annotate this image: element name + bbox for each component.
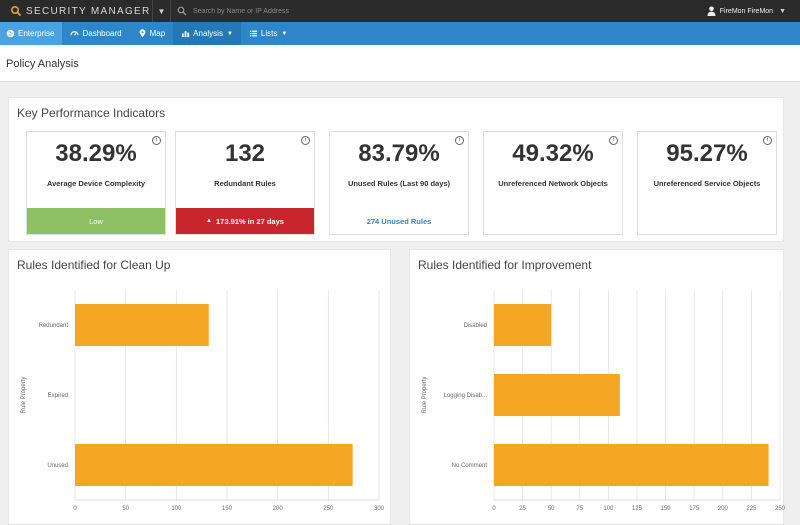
- nav-enterprise[interactable]: Enterprise: [0, 22, 63, 45]
- nav-map-label: Map: [149, 29, 166, 38]
- info-icon[interactable]: i: [763, 136, 772, 145]
- app-menu-caret-icon[interactable]: ▼: [152, 0, 170, 22]
- user-menu[interactable]: FireMon FireMon ▼: [707, 0, 800, 22]
- category-label: Redundant: [39, 323, 69, 329]
- nav-dashboard[interactable]: Dashboard: [62, 22, 129, 45]
- magnifier-logo-icon: [10, 5, 22, 17]
- x-tick-label: 75: [576, 506, 583, 512]
- gauge-icon: [70, 31, 80, 36]
- page-header: Policy Analysis: [0, 45, 800, 82]
- category-label: Logging Disab...: [444, 393, 488, 399]
- x-tick-label: 50: [548, 506, 555, 512]
- category-label: Unused: [47, 463, 68, 469]
- search-box[interactable]: [170, 0, 470, 22]
- category-label: Disabled: [464, 323, 487, 329]
- trend-badge: ▲ 173.91% in 27 days: [176, 208, 314, 234]
- x-tick-label: 200: [718, 506, 729, 512]
- kpi-value: 132: [224, 140, 266, 167]
- globe-icon: [6, 29, 15, 38]
- user-name: FireMon FireMon: [719, 7, 774, 15]
- x-tick-label: 225: [746, 506, 757, 512]
- bar: [75, 304, 209, 346]
- page-title: Policy Analysis: [6, 58, 79, 70]
- y-axis-label: Rule Property: [21, 377, 27, 414]
- bar: [494, 444, 769, 486]
- category-label: No Comment: [452, 463, 488, 469]
- info-icon[interactable]: i: [301, 136, 310, 145]
- map-pin-icon: [139, 29, 145, 38]
- nav-enterprise-label: Enterprise: [18, 29, 55, 38]
- kpi-label: Unused Rules (Last 90 days): [347, 179, 451, 188]
- top-bar: SECURITY MANAGER ▼ FireMon FireMon ▼: [0, 0, 800, 22]
- arrow-up-icon: ▲: [206, 218, 212, 224]
- bar: [494, 304, 552, 346]
- bar: [494, 374, 620, 416]
- kpi-heading: Key Performance Indicators: [17, 106, 166, 120]
- x-tick-label: 300: [374, 506, 385, 512]
- x-tick-label: 250: [323, 506, 334, 512]
- nav-lists-label: Lists: [260, 29, 278, 38]
- cleanup-chart-panel: Rules Identified for Clean Up 0 50 100 150 2…: [8, 249, 391, 525]
- bar: [75, 444, 353, 486]
- bar-chart-icon: [182, 31, 190, 38]
- chevron-down-icon: ▼: [779, 7, 786, 15]
- improvement-bar-chart: 0 25 50 75 100 125 150 175 200 225 250 Rule Propert…: [422, 290, 785, 512]
- y-axis-label: Rule Property: [422, 377, 428, 414]
- kpi-label: Average Device Complexity: [46, 179, 146, 188]
- kpi-value: 38.29%: [55, 140, 137, 167]
- improvement-chart-panel: Rules Identified for Improvement 0 25 50 75…: [409, 249, 785, 525]
- chart-title: Rules Identified for Improvement: [418, 258, 592, 272]
- kpi-label: Redundant Rules: [214, 179, 276, 188]
- x-tick-label: 125: [632, 506, 643, 512]
- main-nav: Enterprise Dashboard Map Analysis ▼: [0, 22, 800, 45]
- kpi-value: 49.32%: [512, 140, 594, 167]
- kpi-value: 83.79%: [358, 140, 440, 167]
- chart-title: Rules Identified for Clean Up: [17, 258, 171, 272]
- x-tick-label: 50: [122, 506, 129, 512]
- x-tick-label: 250: [775, 506, 785, 512]
- user-icon: [707, 6, 716, 16]
- x-tick-label: 25: [519, 506, 526, 512]
- x-tick-label: 150: [222, 506, 233, 512]
- x-tick-label: 100: [603, 506, 614, 512]
- x-tick-label: 0: [492, 506, 496, 512]
- cleanup-bar-chart: 0 50 100 150 200 250 300 Rule Property Redundant…: [21, 290, 385, 512]
- kpi-card-unreferenced-network-objects[interactable]: i 49.32% Unreferenced Network Objects: [483, 131, 623, 235]
- caret-down-icon: ▼: [226, 30, 233, 37]
- x-tick-label: 150: [661, 506, 672, 512]
- nav-analysis-label: Analysis: [193, 29, 223, 38]
- kpi-label: Unreferenced Service Objects: [653, 179, 761, 188]
- unused-rules-link[interactable]: 274 Unused Rules: [366, 216, 432, 226]
- kpi-card-device-complexity[interactable]: i 38.29% Average Device Complexity Low: [26, 131, 166, 235]
- kpi-card-redundant-rules[interactable]: i 132 Redundant Rules ▲ 173.91% in 27 da…: [175, 131, 315, 235]
- search-input[interactable]: [193, 7, 453, 15]
- x-tick-label: 100: [171, 506, 182, 512]
- search-icon: [177, 6, 187, 16]
- x-tick-label: 200: [273, 506, 284, 512]
- status-badge: Low: [27, 208, 165, 234]
- category-label: Expired: [48, 393, 68, 399]
- app-title: SECURITY MANAGER: [26, 5, 151, 17]
- info-icon[interactable]: i: [609, 136, 618, 145]
- info-icon[interactable]: i: [152, 136, 161, 145]
- kpi-card-unused-rules[interactable]: i 83.79% Unused Rules (Last 90 days) 274…: [329, 131, 469, 235]
- nav-dashboard-label: Dashboard: [82, 29, 122, 38]
- kpi-value: 95.27%: [666, 140, 748, 167]
- nav-lists[interactable]: Lists ▼: [241, 22, 295, 45]
- info-icon[interactable]: i: [455, 136, 464, 145]
- caret-down-icon: ▼: [281, 30, 288, 37]
- kpi-panel: Key Performance Indicators i 38.29% Aver…: [8, 97, 784, 242]
- app-logo[interactable]: SECURITY MANAGER: [0, 0, 152, 22]
- list-icon: [249, 30, 258, 37]
- kpi-label: Unreferenced Network Objects: [498, 179, 608, 188]
- trend-text: 173.91% in 27 days: [215, 216, 284, 226]
- nav-map[interactable]: Map: [130, 22, 174, 45]
- x-tick-label: 0: [73, 506, 77, 512]
- x-tick-label: 175: [689, 506, 700, 512]
- nav-analysis[interactable]: Analysis ▼: [173, 22, 241, 45]
- kpi-card-unreferenced-service-objects[interactable]: i 95.27% Unreferenced Service Objects: [637, 131, 777, 235]
